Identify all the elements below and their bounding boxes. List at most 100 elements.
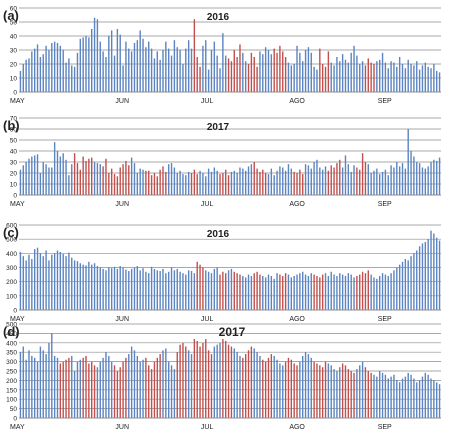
bar — [356, 167, 358, 195]
bar — [436, 382, 438, 418]
y-tick-label: 500 — [6, 237, 17, 244]
bar — [421, 65, 424, 92]
bar — [316, 363, 318, 418]
bar — [93, 17, 96, 92]
bar — [68, 58, 70, 92]
bar — [116, 176, 119, 195]
bar — [321, 274, 324, 310]
bar — [51, 43, 53, 92]
bar — [233, 50, 235, 92]
bar — [319, 167, 321, 195]
bar — [182, 174, 184, 195]
bar — [227, 58, 230, 92]
bar — [59, 45, 62, 92]
bar — [418, 69, 421, 92]
bar — [390, 376, 392, 418]
bar — [193, 339, 196, 418]
bar — [136, 173, 139, 195]
bar — [262, 54, 264, 92]
bar — [310, 273, 312, 310]
bar — [427, 239, 429, 310]
bar — [190, 173, 193, 195]
bar — [145, 271, 147, 310]
bar — [185, 274, 187, 310]
bar — [219, 274, 221, 310]
bar — [190, 271, 193, 310]
bar — [313, 274, 315, 310]
bar — [273, 48, 275, 92]
bar — [438, 157, 441, 195]
bar — [290, 277, 292, 310]
bar — [433, 159, 435, 195]
bar — [247, 350, 250, 418]
bar — [31, 259, 33, 310]
panel-label: (c) — [3, 225, 19, 240]
bar — [93, 263, 96, 310]
bar — [128, 271, 130, 310]
bar — [430, 230, 432, 310]
bar — [168, 48, 170, 92]
bar — [230, 268, 233, 310]
bar — [79, 359, 81, 418]
bar — [71, 164, 73, 195]
bar — [333, 274, 335, 310]
bar — [296, 274, 298, 310]
x-tick-label: AGO — [289, 201, 305, 208]
bar — [133, 163, 136, 195]
bar — [421, 243, 424, 310]
chart-panel-2: 0 10 20 30 40 50 60 70 MAY JUN JUL AGO SEP (b) 2017 — [3, 116, 441, 208]
bar — [398, 382, 401, 418]
bar — [145, 47, 147, 92]
bar — [173, 40, 176, 92]
y-tick-label: 0 — [13, 416, 17, 423]
bar — [36, 361, 39, 418]
bar — [22, 346, 24, 418]
bar — [96, 266, 99, 310]
bar — [401, 64, 404, 92]
bar — [262, 169, 264, 195]
bar — [381, 171, 384, 195]
bar — [244, 170, 247, 195]
bar — [76, 361, 79, 418]
bar — [139, 168, 141, 195]
panel-label: (a) — [3, 8, 19, 23]
bar — [88, 363, 90, 418]
bar — [344, 365, 347, 418]
bar — [187, 171, 190, 195]
bar — [367, 371, 369, 418]
bar — [279, 363, 281, 418]
bar — [128, 354, 130, 418]
bar — [176, 173, 178, 195]
bar — [304, 274, 307, 310]
bar — [273, 175, 275, 195]
bar — [202, 45, 204, 92]
bar — [51, 333, 53, 418]
y-tick-label: 200 — [6, 279, 17, 286]
bar — [253, 57, 255, 92]
bar — [316, 159, 318, 195]
bar — [356, 369, 358, 418]
bar — [62, 361, 64, 418]
bar — [45, 250, 47, 310]
bar — [344, 155, 347, 195]
bar — [56, 43, 59, 92]
bar — [113, 365, 116, 418]
bar — [279, 45, 281, 92]
bar — [56, 151, 59, 195]
x-tick-label: JUN — [115, 424, 129, 431]
bar — [222, 271, 224, 310]
bar — [410, 374, 412, 418]
bar — [427, 374, 429, 418]
bar — [236, 57, 238, 92]
bar — [416, 61, 418, 92]
y-tick-label: 30 — [10, 48, 18, 55]
bar — [82, 37, 84, 92]
bar — [384, 274, 387, 310]
bar — [168, 164, 170, 195]
y-tick-label: 150 — [6, 387, 17, 394]
bar — [91, 361, 93, 418]
bar — [273, 355, 275, 418]
bar — [108, 355, 110, 418]
bar — [85, 160, 87, 195]
bar — [130, 268, 133, 310]
